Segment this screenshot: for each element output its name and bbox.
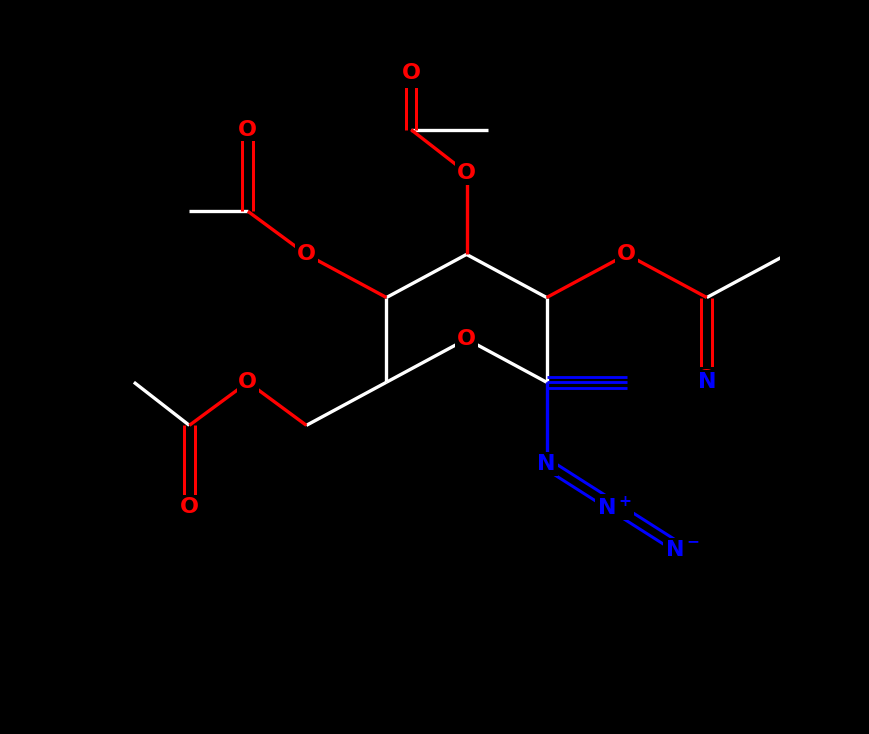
Text: O: O <box>401 62 421 83</box>
Text: $\mathbf{N^-}$: $\mathbf{N^-}$ <box>665 540 700 560</box>
Text: $\mathbf{N^+}$: $\mathbf{N^+}$ <box>597 495 632 519</box>
Text: O: O <box>617 244 636 264</box>
Text: N: N <box>698 372 716 392</box>
Text: O: O <box>697 369 716 389</box>
Text: O: O <box>457 329 476 349</box>
Text: O: O <box>238 120 257 139</box>
Text: O: O <box>238 372 257 392</box>
Text: O: O <box>297 244 315 264</box>
Text: O: O <box>180 497 199 517</box>
Text: O: O <box>457 163 476 183</box>
Text: N: N <box>537 454 556 474</box>
